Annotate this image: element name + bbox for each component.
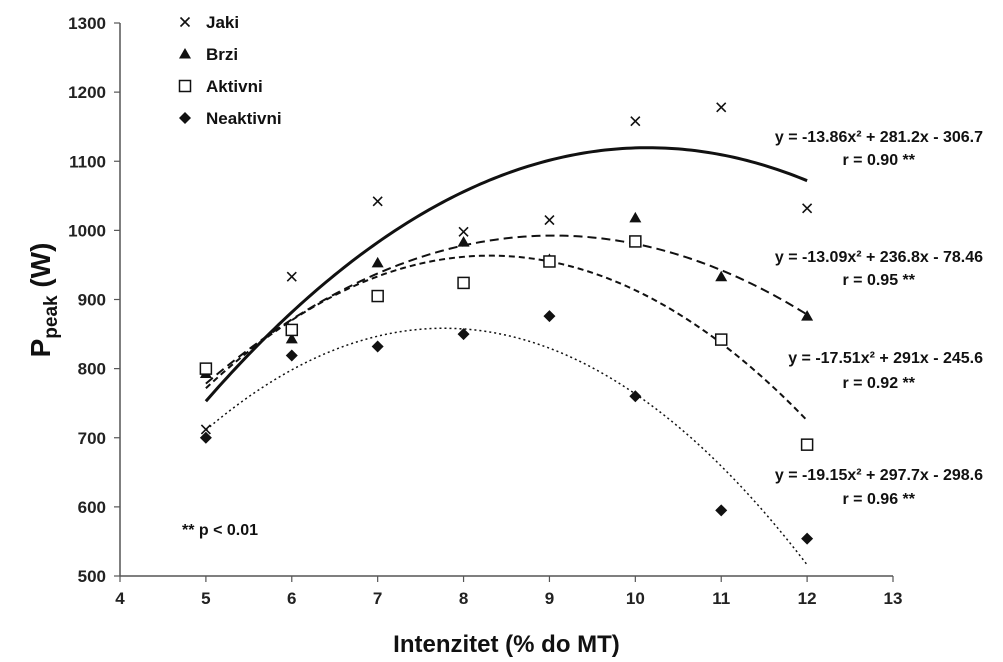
point-jaki bbox=[458, 226, 469, 237]
x-tick-label: 4 bbox=[115, 589, 125, 608]
point-neaktivni bbox=[457, 328, 470, 341]
x-tick-label: 6 bbox=[287, 589, 296, 608]
y-tick-label: 1000 bbox=[68, 221, 106, 240]
legend-label-aktivni: Aktivni bbox=[206, 77, 263, 96]
legend-marker-brzi bbox=[179, 48, 191, 59]
point-jaki bbox=[544, 214, 555, 226]
point-neaktivni bbox=[801, 532, 814, 545]
legend-marker-neaktivni bbox=[179, 112, 191, 124]
x-tick-label: 8 bbox=[459, 589, 468, 608]
trendline-jaki bbox=[204, 146, 808, 403]
point-aktivni bbox=[714, 333, 728, 346]
point-aktivni bbox=[543, 255, 556, 268]
y-tick-label: 600 bbox=[78, 498, 106, 517]
trend-r-aktivni: r = 0.92 ** bbox=[843, 375, 916, 392]
point-jaki bbox=[200, 424, 211, 435]
y-tick-label: 500 bbox=[78, 567, 106, 586]
point-jaki bbox=[716, 102, 727, 113]
y-tick-label: 700 bbox=[78, 429, 106, 448]
legend-label-brzi: Brzi bbox=[206, 45, 238, 64]
point-brzi bbox=[629, 211, 642, 223]
legend-label-jaki: Jaki bbox=[206, 13, 239, 32]
legend-marker-jaki bbox=[179, 16, 191, 28]
point-jaki bbox=[630, 116, 641, 127]
point-aktivni bbox=[800, 438, 814, 451]
point-aktivni bbox=[285, 323, 299, 337]
x-tick-label: 7 bbox=[373, 589, 382, 608]
y-tick-label: 1300 bbox=[68, 14, 106, 33]
trend-equation-neaktivni: y = -19.15x² + 297.7x - 298.6 bbox=[775, 467, 983, 484]
legend-label-neaktivni: Neaktivni bbox=[206, 109, 282, 128]
y-tick-label: 1200 bbox=[68, 83, 106, 102]
point-jaki bbox=[286, 271, 297, 282]
point-brzi bbox=[457, 236, 470, 247]
y-axis-title: Ppeak (W) bbox=[25, 243, 62, 358]
trend-equation-jaki: y = -13.86x² + 281.2x - 306.7 bbox=[775, 129, 983, 146]
point-aktivni bbox=[199, 362, 213, 375]
x-tick-label: 12 bbox=[798, 589, 817, 608]
point-neaktivni bbox=[629, 390, 642, 403]
point-jaki bbox=[372, 196, 383, 207]
y-tick-label: 1100 bbox=[69, 152, 106, 171]
legend-marker-aktivni bbox=[178, 79, 192, 93]
trendline-neaktivni bbox=[205, 327, 808, 566]
trend-r-jaki: r = 0.90 ** bbox=[843, 152, 916, 169]
trend-r-brzi: r = 0.95 ** bbox=[843, 272, 916, 289]
significance-note: ** p < 0.01 bbox=[182, 522, 258, 539]
trendline-aktivni bbox=[205, 254, 808, 422]
point-neaktivni bbox=[715, 504, 728, 517]
trend-equation-brzi: y = -13.09x² + 236.8x - 78.46 bbox=[775, 249, 983, 266]
trend-r-neaktivni: r = 0.96 ** bbox=[843, 491, 916, 508]
y-tick-label: 900 bbox=[78, 291, 106, 310]
point-neaktivni bbox=[199, 431, 212, 444]
point-jaki bbox=[802, 203, 813, 214]
y-tick-label: 800 bbox=[78, 360, 106, 379]
trendline-brzi bbox=[205, 234, 808, 385]
x-axis-title: Intenzitet (% do MT) bbox=[393, 631, 620, 658]
point-aktivni bbox=[371, 289, 384, 303]
x-tick-label: 9 bbox=[545, 589, 554, 608]
x-tick-label: 10 bbox=[626, 589, 645, 608]
point-brzi bbox=[371, 256, 384, 268]
point-neaktivni bbox=[543, 310, 556, 323]
x-tick-label: 11 bbox=[712, 589, 730, 608]
point-aktivni bbox=[629, 235, 642, 248]
x-tick-label: 5 bbox=[201, 589, 210, 608]
point-brzi bbox=[285, 332, 298, 344]
point-brzi bbox=[715, 270, 728, 282]
x-tick-label: 13 bbox=[884, 589, 903, 608]
point-brzi bbox=[801, 310, 814, 321]
point-aktivni bbox=[457, 276, 470, 290]
point-neaktivni bbox=[371, 340, 384, 353]
point-neaktivni bbox=[285, 349, 298, 362]
trend-equation-aktivni: y = -17.51x² + 291x - 245.6 bbox=[788, 350, 983, 367]
